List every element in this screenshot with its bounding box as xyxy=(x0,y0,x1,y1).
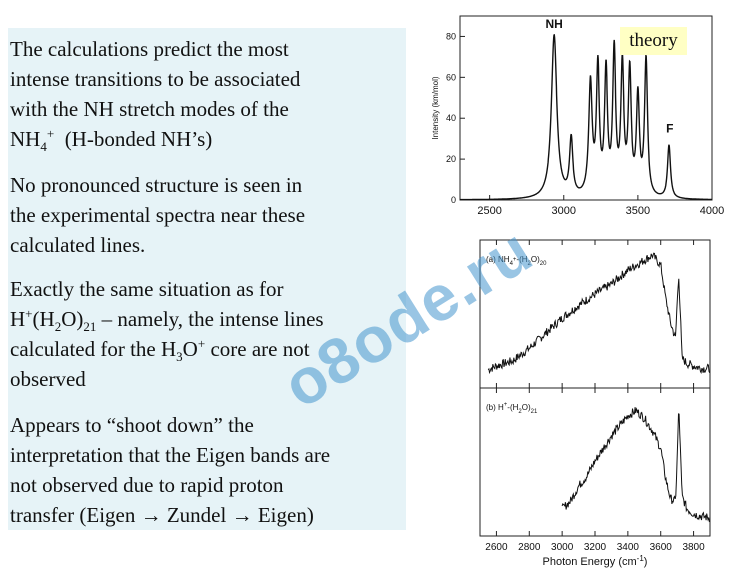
x-tick-label: 3000 xyxy=(552,205,576,217)
text-line: No pronounced structure is seen in xyxy=(10,173,303,197)
spectrum-h-line xyxy=(561,407,711,523)
text-line: interpretation that the Eigen bands are xyxy=(10,443,331,467)
text-line: Exactly the same situation as for xyxy=(10,277,284,301)
x-tick-label: 3500 xyxy=(626,205,650,217)
text-panel xyxy=(8,28,406,530)
paragraph-same-situation: Exactly the same situation as for H+(H2O… xyxy=(10,274,402,394)
paragraph-shoot-down: Appears to “shoot down” the interpretati… xyxy=(10,410,402,530)
y-tick-label: 20 xyxy=(446,154,456,164)
paragraph-calculations: The calculations predict the most intens… xyxy=(10,34,402,154)
theory-chart-frame xyxy=(459,15,713,201)
text-line: calculated lines. xyxy=(10,233,146,257)
paragraph-no-structure: No pronounced structure is seen in the e… xyxy=(10,170,402,260)
x-tick-label: 2500 xyxy=(477,205,501,217)
text-line: not observed due to rapid proton xyxy=(10,473,284,497)
text-line: Appears to “shoot down” the xyxy=(10,413,254,437)
text-line: transfer (Eigen → Zundel → Eigen) xyxy=(10,503,314,527)
y-axis-label: Intensity (km/mol) xyxy=(431,76,440,139)
x-tick-label: 3000 xyxy=(551,542,574,553)
formula-h2o21: H+(H2O)21 xyxy=(10,306,97,335)
x-tick-label: 3200 xyxy=(584,542,607,553)
panel-a-label: (a) NH4+-(H2O)20 xyxy=(486,255,547,267)
theory-spectrum-line xyxy=(460,33,712,201)
x-tick-label: 3400 xyxy=(617,542,640,553)
text-line: intense transitions to be associated xyxy=(10,67,301,91)
spectrum-nh4-line xyxy=(487,252,711,375)
y-tick-label: 80 xyxy=(446,31,456,41)
text-line: observed xyxy=(10,367,86,391)
panel-b-label: (b) H+-(H2O)21 xyxy=(486,402,538,415)
text-line: the experimental spectra near these xyxy=(10,203,306,227)
text-line: with the NH stretch modes of the xyxy=(10,97,289,121)
x-tick-label: 2600 xyxy=(485,542,508,553)
y-tick-label: 40 xyxy=(446,113,456,123)
formula-nh4: NH4+ xyxy=(10,126,55,155)
x-tick-label: 4000 xyxy=(700,205,724,217)
text-line: calculated for the H3O+ core are not xyxy=(10,336,310,365)
x-tick-label: 2800 xyxy=(518,542,541,553)
y-tick-label: 60 xyxy=(446,72,456,82)
x-tick-label: 3800 xyxy=(682,542,705,553)
y-tick-label: 0 xyxy=(451,195,456,205)
text-line: – namely, the intense lines xyxy=(96,307,324,331)
nh-annotation: NH xyxy=(545,17,562,31)
f-annotation: F xyxy=(666,122,673,136)
text-line: (H-bonded NH’s) xyxy=(64,127,213,151)
text-line: The calculations predict the most xyxy=(10,37,289,61)
x-tick-label: 3600 xyxy=(650,542,673,553)
x-axis-label: Photon Energy (cm-1) xyxy=(543,554,648,568)
theory-label: theory xyxy=(620,27,687,55)
